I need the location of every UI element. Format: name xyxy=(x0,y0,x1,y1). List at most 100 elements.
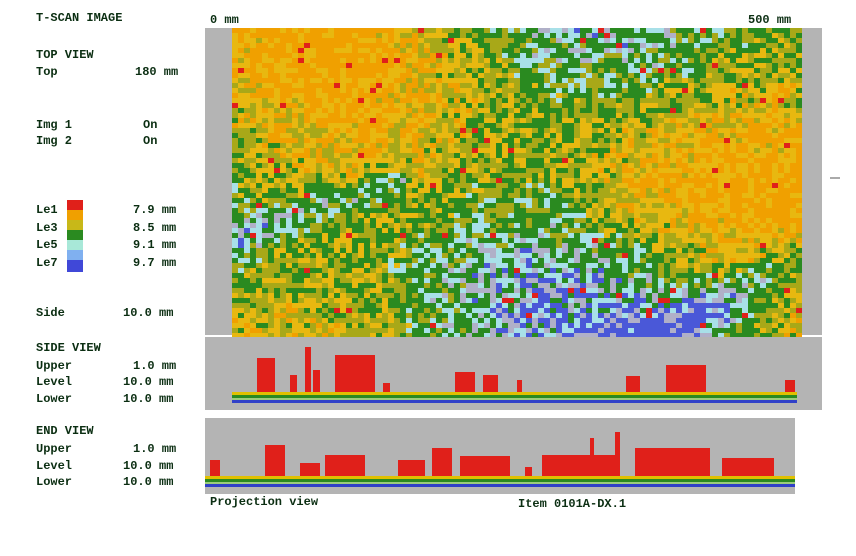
scan-cell xyxy=(676,48,682,53)
scan-cell xyxy=(586,243,592,248)
scan-cell xyxy=(508,203,514,208)
scan-cell xyxy=(670,38,676,43)
scan-cell xyxy=(388,93,394,98)
scan-cell xyxy=(298,143,304,148)
scan-cell xyxy=(640,213,646,218)
scan-cell xyxy=(532,48,538,53)
scan-cell xyxy=(532,28,538,33)
scan-cell xyxy=(730,123,736,128)
scan-cell xyxy=(448,263,454,268)
scan-cell xyxy=(670,168,676,173)
scan-cell xyxy=(622,48,628,53)
scan-cell xyxy=(406,203,412,208)
scan-cell xyxy=(676,108,682,113)
scan-cell xyxy=(430,208,436,213)
scan-cell xyxy=(598,188,604,193)
scan-cell xyxy=(352,223,358,228)
scan-cell xyxy=(772,193,778,198)
scan-cell xyxy=(496,158,502,163)
scan-cell xyxy=(376,128,382,133)
scan-cell xyxy=(796,58,802,63)
scan-cell xyxy=(640,248,646,253)
scan-cell xyxy=(568,108,574,113)
scan-cell xyxy=(772,258,778,263)
scan-cell xyxy=(658,198,664,203)
scan-cell xyxy=(622,268,628,273)
scan-cell xyxy=(418,98,424,103)
scan-cell xyxy=(400,113,406,118)
scan-cell xyxy=(298,68,304,73)
scan-cell xyxy=(724,28,730,33)
scan-cell xyxy=(232,233,238,238)
scan-cell xyxy=(364,283,370,288)
scan-cell xyxy=(784,33,790,38)
scan-cell xyxy=(490,193,496,198)
scan-cell xyxy=(748,173,754,178)
scan-cell xyxy=(298,43,304,48)
scan-cell xyxy=(694,153,700,158)
scan-cell xyxy=(400,193,406,198)
scan-cell xyxy=(670,223,676,228)
scan-cell xyxy=(490,63,496,68)
scan-cell xyxy=(568,268,574,273)
scan-cell xyxy=(376,278,382,283)
scan-cell xyxy=(346,93,352,98)
scan-cell xyxy=(400,218,406,223)
scan-cell xyxy=(448,28,454,33)
scan-cell xyxy=(502,208,508,213)
scan-cell xyxy=(328,118,334,123)
scan-cell xyxy=(358,228,364,233)
scan-cell xyxy=(556,158,562,163)
scan-cell xyxy=(418,93,424,98)
scan-cell xyxy=(292,83,298,88)
scan-cell xyxy=(514,73,520,78)
scan-cell xyxy=(442,238,448,243)
scan-cell xyxy=(754,253,760,258)
scan-cell xyxy=(718,93,724,98)
scan-cell xyxy=(304,38,310,43)
scan-cell xyxy=(496,288,502,293)
scan-cell xyxy=(406,43,412,48)
scan-cell xyxy=(544,263,550,268)
scan-cell xyxy=(418,73,424,78)
scan-cell xyxy=(238,273,244,278)
scan-cell xyxy=(562,213,568,218)
scan-cell xyxy=(532,188,538,193)
scan-cell xyxy=(784,248,790,253)
scan-cell xyxy=(562,133,568,138)
scan-cell xyxy=(676,148,682,153)
scan-cell xyxy=(340,78,346,83)
scan-cell xyxy=(490,203,496,208)
scan-cell xyxy=(574,283,580,288)
scan-cell xyxy=(586,223,592,228)
scan-cell xyxy=(796,78,802,83)
scan-cell xyxy=(232,88,238,93)
scan-cell xyxy=(376,103,382,108)
scan-cell xyxy=(280,228,286,233)
scan-cell xyxy=(580,188,586,193)
scan-cell xyxy=(628,93,634,98)
scan-cell xyxy=(520,93,526,98)
scan-cell xyxy=(700,178,706,183)
scan-cell xyxy=(520,188,526,193)
scan-cell xyxy=(682,283,688,288)
scan-cell xyxy=(670,213,676,218)
scan-cell xyxy=(394,158,400,163)
scan-cell xyxy=(652,68,658,73)
scan-cell xyxy=(442,168,448,173)
scan-cell xyxy=(580,223,586,228)
scan-cell xyxy=(394,163,400,168)
scan-cell xyxy=(634,68,640,73)
scan-cell xyxy=(622,63,628,68)
scan-cell xyxy=(454,58,460,63)
scan-cell xyxy=(790,188,796,193)
scan-cell xyxy=(688,63,694,68)
scan-cell xyxy=(424,288,430,293)
scan-cell xyxy=(544,53,550,58)
scan-cell xyxy=(688,43,694,48)
scan-cell xyxy=(718,38,724,43)
scan-cell xyxy=(382,28,388,33)
scan-cell xyxy=(658,188,664,193)
scan-cell xyxy=(424,163,430,168)
scan-cell xyxy=(280,58,286,63)
